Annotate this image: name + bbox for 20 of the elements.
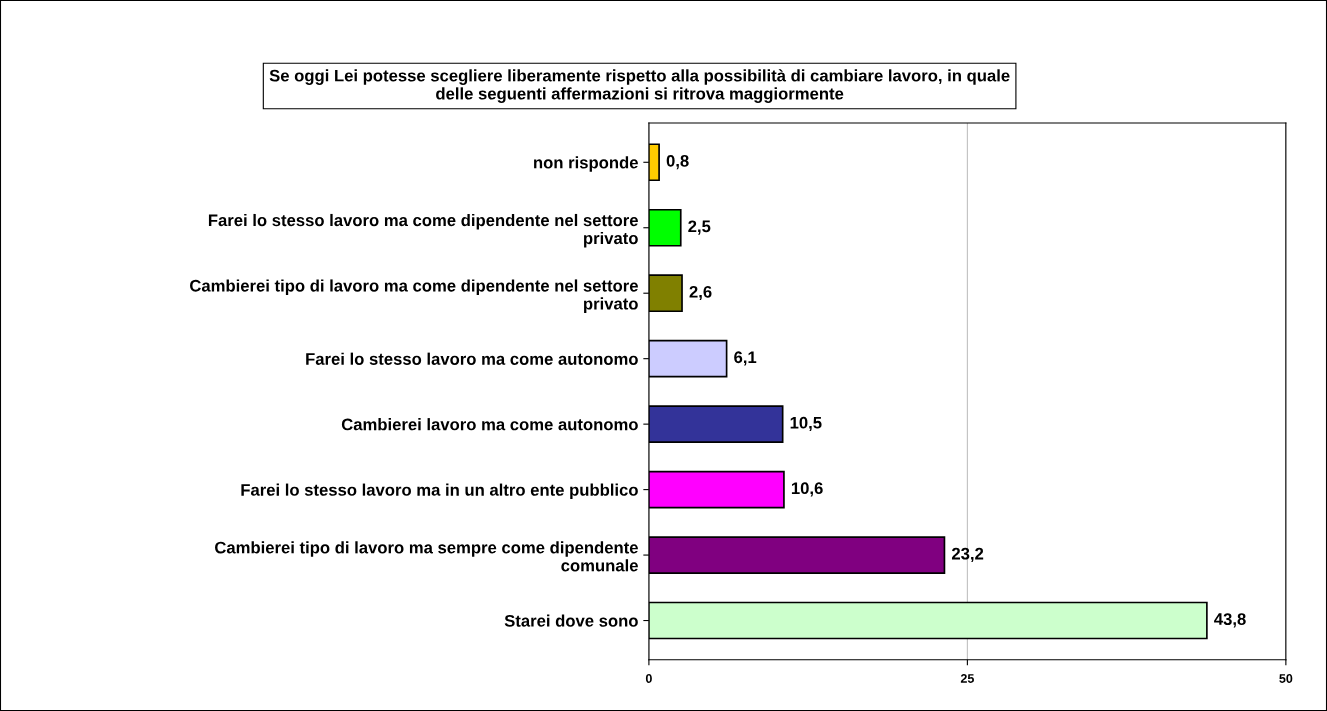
y-tick-label: Cambierei tipo di lavoro ma come dipendente nel settore privato xyxy=(190,279,638,313)
y-tick-label: Cambierei lavoro ma come autonomo xyxy=(341,418,638,431)
y-tick-label: Farei lo stesso lavoro ma come dipendente nel settore privato xyxy=(208,213,638,248)
x-tick-label: 50 xyxy=(1279,674,1293,683)
data-label: 2,5 xyxy=(688,220,711,235)
data-label: 6,1 xyxy=(734,351,757,366)
y-tick-label: Farei lo stesso lavoro ma come autonomo xyxy=(306,352,638,365)
data-label: 10,5 xyxy=(790,416,822,432)
data-label: 2,6 xyxy=(689,285,712,301)
y-tick-label: Cambierei tipo di lavoro ma sempre come dipendente comunale xyxy=(215,541,638,572)
x-tick-label: 0 xyxy=(645,674,652,683)
y-tick-label: Starei dove sono xyxy=(504,614,638,627)
data-label: 10,6 xyxy=(791,482,823,497)
x-tick-label: 25 xyxy=(960,674,974,683)
data-label: 0,8 xyxy=(666,154,689,170)
data-label: 23,2 xyxy=(951,547,984,562)
y-tick-label: Farei lo stesso lavoro ma in un altro ente pubblico xyxy=(241,483,638,500)
data-label: 43,8 xyxy=(1214,613,1246,628)
chart-title: Se oggi Lei potesse scegliere liberamente rispetto alla possibilità di cambiare lavoro, in quale delle seguenti affermazioni si ritrova maggiormente xyxy=(269,69,1010,103)
y-tick-label: non risponde xyxy=(534,156,638,172)
